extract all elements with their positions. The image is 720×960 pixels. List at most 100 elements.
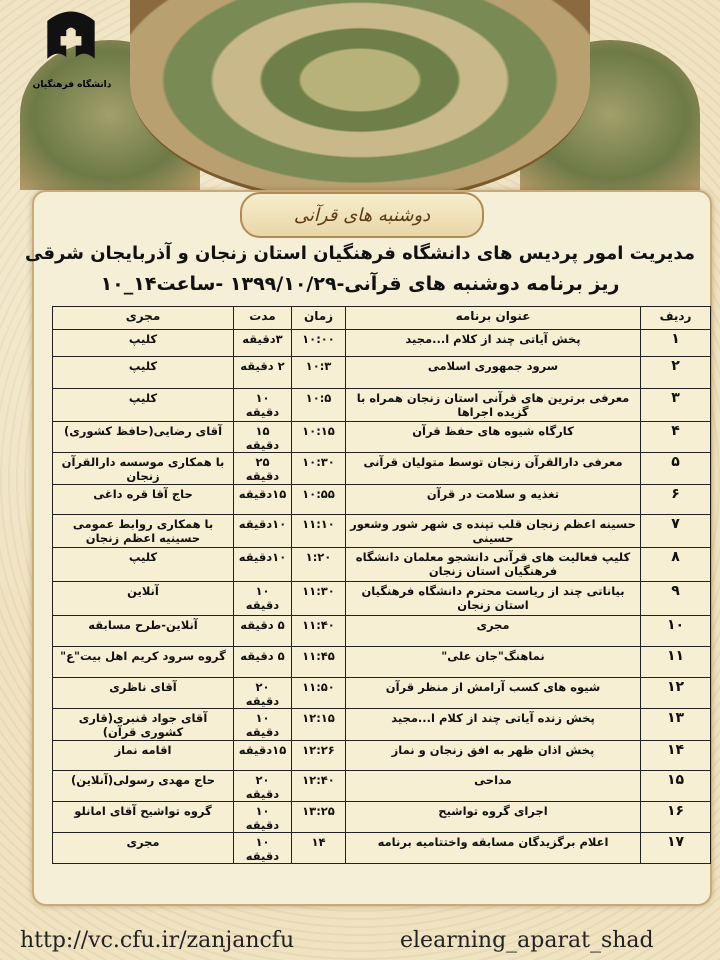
program-host: آقای جواد قنبری(قاری کشوری قرآن): [52, 708, 234, 741]
program-host: مجری: [52, 832, 234, 864]
program-title: اجرای گروه تواشیح: [345, 801, 641, 833]
row-number: ۱۰: [640, 615, 711, 647]
program-title: پخش زنده آیاتی چند از کلام ا...مجید: [345, 708, 641, 741]
program-title: مداحی: [345, 770, 641, 802]
program-time: ۱۱:۵۰: [291, 677, 346, 709]
row-number: ۱۷: [640, 832, 711, 864]
program-time: ۱۴: [291, 832, 346, 864]
channel-name: elearning_aparat_shad: [400, 928, 654, 953]
program-host: اقامه نماز: [52, 740, 234, 771]
program-host: کلیپ: [52, 329, 234, 357]
row-number: ۵: [640, 452, 711, 485]
program-duration: ۲۰ دقیقه: [233, 677, 292, 709]
program-time: ۱۱:۴۵: [291, 646, 346, 678]
header-host: مجری: [52, 306, 234, 330]
table-row: ۷ حسینه اعظم زنجان قلب تپنده ی شهر شور وش…: [52, 514, 711, 548]
program-duration: ۱۵دقیقه: [233, 484, 292, 515]
program-duration: ۲ دقیقه: [233, 356, 292, 389]
table-row: ۱۳ پخش زنده آیاتی چند از کلام ا...مجید ۱۲:…: [52, 708, 711, 741]
program-time: ۱۲:۴۰: [291, 770, 346, 802]
table-row: ۱۴ پخش اذان ظهر به افق زنجان و نماز ۱۲:۲۶ ۱…: [52, 740, 711, 771]
program-title: معرفی دارالقرآن زنجان توسط متولیان قرآنی: [345, 452, 641, 485]
program-time: ۱:۲۰: [291, 547, 346, 582]
logo-text: دانشگاه فرهنگیان: [32, 80, 112, 90]
program-duration: ۱۰ دقیقه: [233, 708, 292, 741]
program-plaque: دوشنبه های قرآنی: [240, 192, 484, 238]
program-duration: ۱۰ دقیقه: [233, 388, 292, 422]
program-duration: ۱۰دقیقه: [233, 514, 292, 548]
program-duration: ۱۰ دقیقه: [233, 801, 292, 833]
header-title: عنوان برنامه: [345, 306, 641, 330]
program-host: آنلاین-طرح مسابقه: [52, 615, 234, 647]
row-number: ۱۲: [640, 677, 711, 709]
row-number: ۱: [640, 329, 711, 357]
table-row: ۹ بیاناتی چند از ریاست محترم دانشگاه فرهن…: [52, 581, 711, 616]
table-header-row: ردیف عنوان برنامه زمان مدت مجری: [52, 306, 711, 330]
table-row: ۲ سرود جمهوری اسلامی ۱۰:۳ ۲ دقیقه کلیپ: [52, 356, 711, 389]
program-host: حاج آقا قره داغی: [52, 484, 234, 515]
program-time: ۱۳:۲۵: [291, 801, 346, 833]
program-title: تغذیه و سلامت در قرآن: [345, 484, 641, 515]
program-title: مجری: [345, 615, 641, 647]
row-number: ۱۶: [640, 801, 711, 833]
program-title: حسینه اعظم زنجان قلب تپنده ی شهر شور وشع…: [345, 514, 641, 548]
program-host: آنلاین: [52, 581, 234, 616]
table-row: ۱ پخش آیاتی چند از کلام ا...مجید ۱۰:۰۰ ۳دقی…: [52, 329, 711, 357]
row-number: ۶: [640, 484, 711, 515]
table-row: ۱۵ مداحی ۱۲:۴۰ ۲۰ دقیقه حاج مهدی رسولی(آنلای…: [52, 770, 711, 802]
program-time: ۱۰:۳۰: [291, 452, 346, 485]
program-host: گروه تواشیح آقای امانلو: [52, 801, 234, 833]
row-number: ۱۱: [640, 646, 711, 678]
program-time: ۱۰:۰۰: [291, 329, 346, 357]
table-row: ۱۲ شیوه های کسب آرامش از منظر قرآن ۱۱:۵۰ ۲۰…: [52, 677, 711, 709]
program-time: ۱۱:۳۰: [291, 581, 346, 616]
header-duration: مدت: [233, 306, 292, 330]
program-duration: ۱۰ دقیقه: [233, 832, 292, 864]
program-title: شیوه های کسب آرامش از منظر قرآن: [345, 677, 641, 709]
row-number: ۱۵: [640, 770, 711, 802]
row-number: ۷: [640, 514, 711, 548]
row-number: ۳: [640, 388, 711, 422]
program-duration: ۲۰ دقیقه: [233, 770, 292, 802]
table-row: ۱۷ اعلام برگزیدگان مسابقه واختتامیه برنام…: [52, 832, 711, 864]
program-time: ۱۲:۲۶: [291, 740, 346, 771]
program-duration: ۱۵ دقیقه: [233, 421, 292, 453]
row-number: ۴: [640, 421, 711, 453]
program-title: پخش اذان ظهر به افق زنجان و نماز: [345, 740, 641, 771]
program-title: نماهنگ"جان علی": [345, 646, 641, 678]
table-row: ۱۱ نماهنگ"جان علی" ۱۱:۴۵ ۵ دقیقه گروه سرود ک…: [52, 646, 711, 678]
university-logo: [36, 2, 106, 74]
header-time: زمان: [291, 306, 346, 330]
program-title: معرفی برترین های قرآنی استان زنجان همراه…: [345, 388, 641, 422]
program-time: ۱۱:۱۰: [291, 514, 346, 548]
program-duration: ۱۵دقیقه: [233, 740, 292, 771]
program-host: کلیپ: [52, 356, 234, 389]
program-time: ۱۲:۱۵: [291, 708, 346, 741]
program-time: ۱۰:۱۵: [291, 421, 346, 453]
website-url: http://vc.cfu.ir/zanjancfu: [20, 928, 295, 953]
program-host: با همکاری موسسه دارالقرآن زنجان: [52, 452, 234, 485]
program-time: ۱۰:۵۵: [291, 484, 346, 515]
page-title: مدیریت امور پردیس های دانشگاه فرهنگیان ا…: [25, 243, 695, 264]
table-row: ۳ معرفی برترین های قرآنی استان زنجان همرا…: [52, 388, 711, 422]
program-host: با همکاری روابط عمومی حسینیه اعظم زنجان: [52, 514, 234, 548]
logo-icon: [47, 11, 95, 59]
program-title: سرود جمهوری اسلامی: [345, 356, 641, 389]
page-subtitle: ریز برنامه دوشنبه های قرآنی-۱۳۹۹/۱۰/۲۹ -…: [100, 273, 620, 295]
table-row: ۱۰ مجری ۱۱:۴۰ ۵ دقیقه آنلاین-طرح مسابقه: [52, 615, 711, 647]
table-row: ۸ کلیپ فعالیت های قرآنی دانشجو معلمان دان…: [52, 547, 711, 582]
header-row-number: ردیف: [640, 306, 711, 330]
program-title: کارگاه شیوه های حفظ قرآن: [345, 421, 641, 453]
row-number: ۱۴: [640, 740, 711, 771]
row-number: ۲: [640, 356, 711, 389]
table-row: ۱۶ اجرای گروه تواشیح ۱۳:۲۵ ۱۰ دقیقه گروه توا…: [52, 801, 711, 833]
table-row: ۵ معرفی دارالقرآن زنجان توسط متولیان قرآن…: [52, 452, 711, 485]
program-title: اعلام برگزیدگان مسابقه واختتامیه برنامه: [345, 832, 641, 864]
program-host: کلیپ: [52, 388, 234, 422]
program-host: گروه سرود کریم اهل بیت"ع": [52, 646, 234, 678]
program-title: کلیپ فعالیت های قرآنی دانشجو معلمان دانش…: [345, 547, 641, 582]
program-host: کلیپ: [52, 547, 234, 582]
program-time: ۱۱:۴۰: [291, 615, 346, 647]
program-duration: ۱۰دقیقه: [233, 547, 292, 582]
schedule-table: ردیف عنوان برنامه زمان مدت مجری ۱ پخش آیا…: [52, 306, 711, 864]
